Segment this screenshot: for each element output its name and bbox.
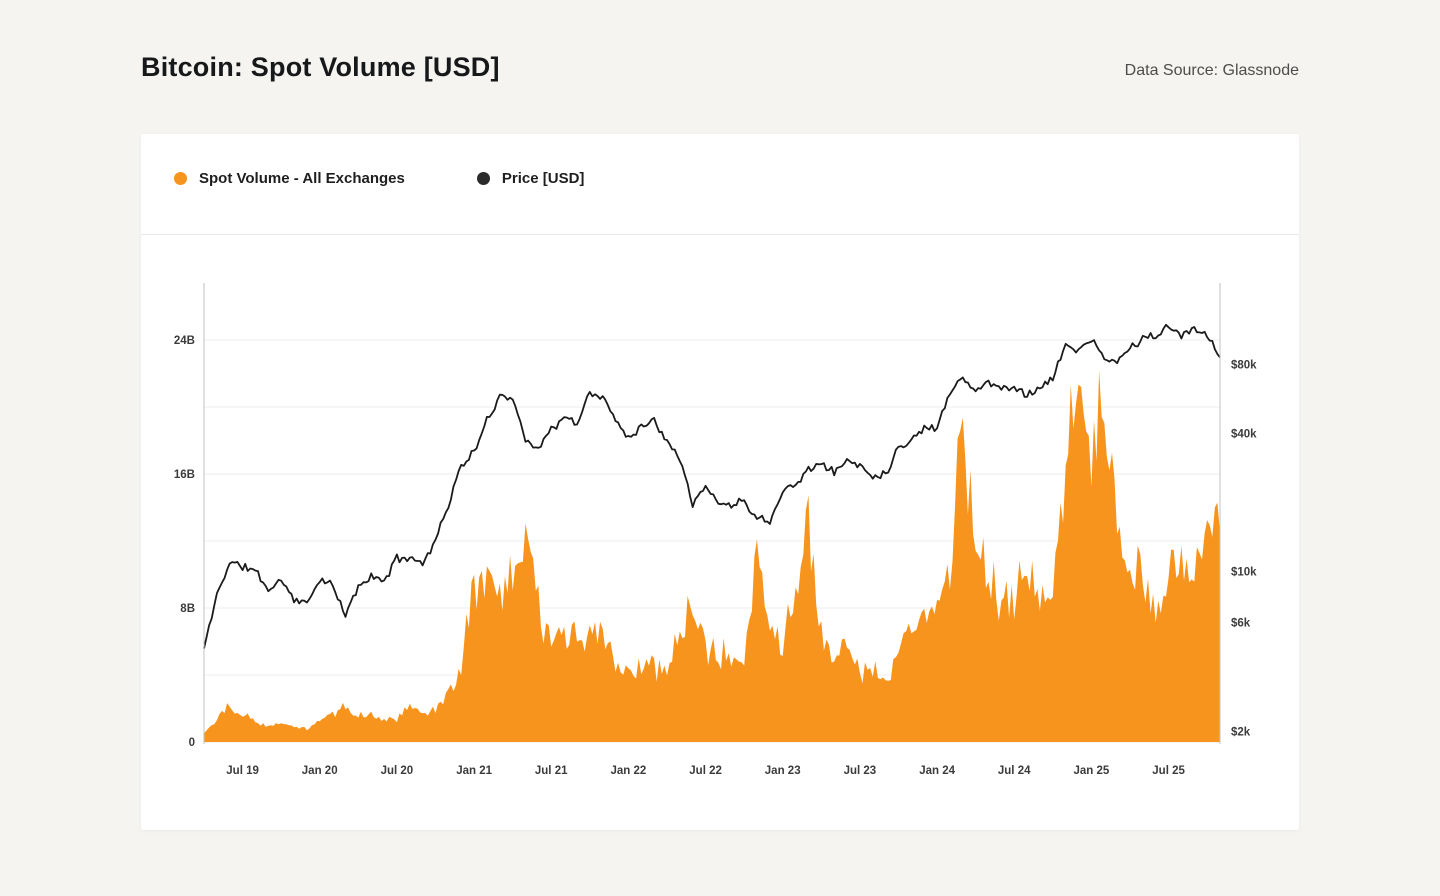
chart-legend: Spot Volume - All Exchanges Price [USD] [174, 170, 584, 187]
data-source-label: Data Source: Glassnode [1124, 62, 1299, 79]
x-axis-tick-label: Jul 20 [381, 765, 414, 777]
x-axis-tick-label: Jul 19 [226, 765, 259, 777]
x-axis-tick-label: Jan 24 [919, 765, 955, 777]
x-axis-tick-label: Jul 24 [998, 765, 1031, 777]
chart-card: Spot Volume - All Exchanges Price [USD] … [141, 134, 1299, 830]
left-axis-tick-label: 16B [174, 469, 195, 481]
x-axis-tick-label: Jul 21 [535, 765, 568, 777]
x-axis-tick-label: Jul 23 [844, 765, 877, 777]
x-axis-tick-label: Jan 22 [610, 765, 646, 777]
legend-swatch-volume-icon [174, 172, 187, 185]
right-axis-tick-label: $10k [1231, 567, 1257, 579]
x-axis-tick-label: Jan 20 [302, 765, 338, 777]
chart-canvas[interactable]: 24B 16B 8B 0 $80k $40k $10k $6k $2k Jul 19 Jan 20 J… [141, 134, 1299, 830]
x-axis-tick-label: Jan 23 [765, 765, 801, 777]
left-axis-tick-label: 8B [180, 603, 195, 615]
right-axis-tick-label: $40k [1231, 429, 1257, 441]
page-title: Bitcoin: Spot Volume [USD] [141, 52, 500, 82]
volume-area-series [204, 370, 1220, 742]
left-axis-tick-label: 0 [189, 737, 195, 749]
left-axis-tick-label: 24B [174, 335, 195, 347]
right-axis-tick-label: $80k [1231, 360, 1257, 372]
legend-item-price[interactable]: Price [USD] [476, 170, 585, 187]
page-header: Bitcoin: Spot Volume [USD] Data Source: … [141, 52, 1299, 83]
x-axis-tick-label: Jan 21 [456, 765, 492, 777]
legend-label-price: Price [USD] [501, 170, 585, 187]
right-axis-tick-label: $2k [1231, 727, 1251, 739]
x-axis-tick-label: Jul 22 [689, 765, 722, 777]
legend-divider [141, 234, 1299, 235]
legend-label-spot-volume: Spot Volume - All Exchanges [199, 170, 405, 187]
x-axis-tick-label: Jul 25 [1152, 765, 1185, 777]
legend-item-spot-volume[interactable]: Spot Volume - All Exchanges [174, 170, 405, 187]
price-line-series [203, 323, 1221, 649]
x-axis-tick-label: Jan 25 [1073, 765, 1109, 777]
legend-swatch-price-icon [476, 172, 490, 185]
right-axis-tick-label: $6k [1231, 617, 1251, 629]
